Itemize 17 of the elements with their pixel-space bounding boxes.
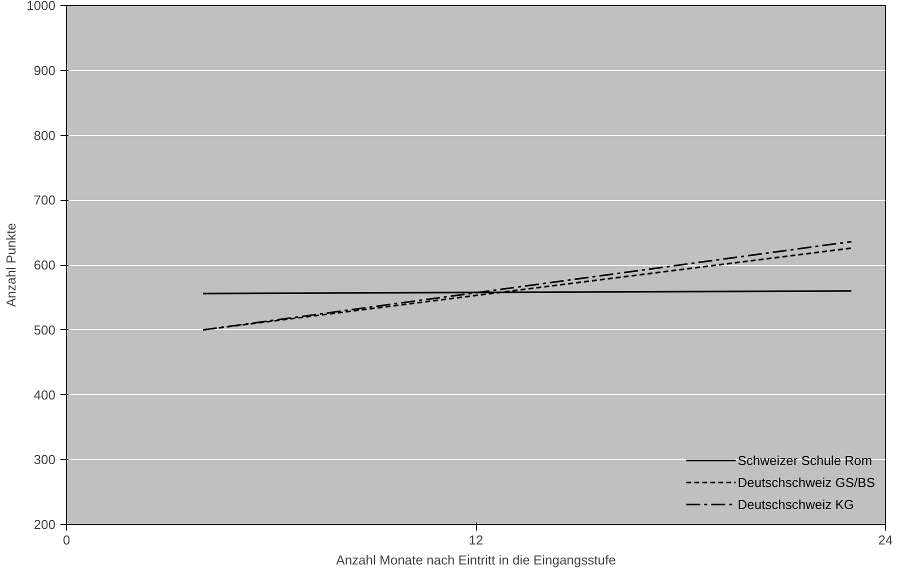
y-tick-label: 900 (34, 62, 56, 78)
y-tick-label: 800 (34, 128, 56, 143)
y-tick-label: 300 (34, 452, 56, 468)
legend-label: Deutschschweiz GS/BS (738, 474, 875, 490)
x-tick-label: 24 (878, 532, 893, 548)
y-axis-title: Anzahl Punkte (4, 223, 19, 307)
x-tick-label: 12 (468, 532, 484, 548)
y-tick-label: 1000 (26, 0, 56, 13)
legend-label: Schweizer Schule Rom (738, 452, 872, 468)
y-tick-label: 600 (34, 258, 56, 272)
legend-label: Deutschschweiz KG (738, 496, 854, 512)
y-tick-label: 500 (34, 322, 56, 338)
x-axis-title: Anzahl Monate nach Eintritt in die Eingangsstufe (336, 552, 616, 568)
y-tick-label: 700 (34, 192, 56, 208)
y-tick-label: 400 (34, 387, 56, 402)
y-tick-label: 200 (34, 517, 56, 532)
x-tick-label: 0 (62, 532, 70, 548)
